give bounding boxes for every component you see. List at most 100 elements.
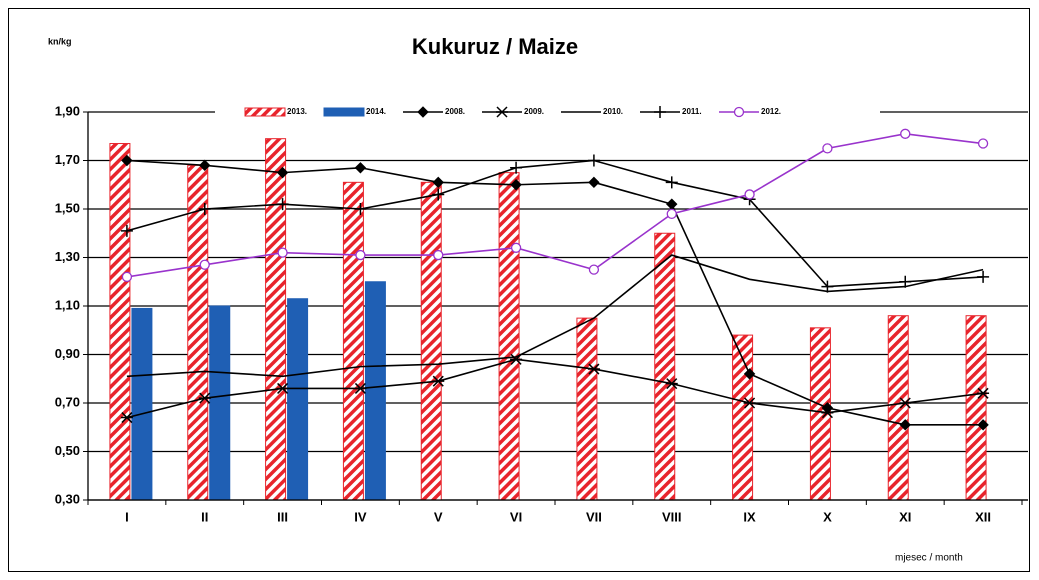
marker: [510, 242, 522, 253]
y-tick-label: 0,70: [55, 394, 80, 409]
marker-shape: [432, 188, 445, 201]
marker-shape: [199, 159, 211, 172]
marker: [120, 412, 133, 424]
marker-shape: [121, 271, 133, 283]
marker-shape: [821, 407, 834, 419]
marker-shape: [588, 176, 600, 189]
y-axis-label: kn/kg: [48, 36, 72, 46]
legend-label: 2008.: [445, 107, 465, 116]
y-tick-label: 1,30: [55, 249, 80, 264]
marker: [733, 106, 745, 118]
marker-shape: [354, 162, 367, 174]
marker-shape: [587, 154, 600, 167]
bar: [187, 164, 209, 501]
marker-shape: [120, 224, 133, 237]
line: [126, 254, 984, 378]
marker-shape: [433, 249, 444, 261]
y-tick-label: 1,10: [55, 297, 80, 312]
marker-shape: [198, 203, 211, 215]
bar: [809, 327, 831, 501]
marker-shape: [277, 247, 288, 258]
marker-shape: [496, 106, 508, 118]
marker-shape: [510, 242, 522, 253]
legend-label: 2010.: [603, 107, 623, 116]
marker: [121, 154, 133, 167]
bar: [287, 298, 309, 501]
marker-shape: [743, 397, 756, 409]
marker: [354, 203, 367, 215]
legend-box: [215, 104, 880, 120]
marker: [666, 208, 677, 220]
x-tick-label: I: [125, 509, 129, 524]
marker-shape: [354, 382, 367, 394]
y-tick-label: 0,50: [55, 443, 80, 458]
marker-shape: [276, 198, 289, 211]
marker: [821, 280, 834, 293]
x-tick-label: VIII: [662, 509, 682, 524]
marker: [417, 106, 429, 118]
marker: [977, 387, 990, 399]
marker: [433, 249, 444, 261]
marker-shape: [588, 264, 600, 275]
bar: [342, 181, 364, 501]
marker-shape: [665, 176, 678, 189]
marker-shape: [510, 161, 523, 174]
marker-shape: [120, 412, 133, 424]
bar: [654, 232, 676, 501]
y-tick-label: 0,30: [55, 491, 80, 506]
marker-shape: [199, 259, 210, 270]
x-tick-label: III: [277, 509, 288, 524]
marker-shape: [355, 249, 366, 261]
marker: [665, 176, 678, 189]
marker-shape: [977, 270, 990, 283]
marker: [587, 363, 600, 375]
bar: [576, 317, 598, 501]
bar: [131, 307, 153, 501]
line: [126, 358, 984, 419]
marker: [899, 397, 912, 409]
marker: [355, 249, 366, 261]
marker-shape: [900, 128, 911, 139]
line: [126, 159, 984, 288]
x-tick-label: IX: [743, 509, 756, 524]
marker-shape: [977, 419, 989, 431]
legend-label: 2013.: [287, 107, 307, 116]
x-axis-label: mjesec / month: [895, 553, 963, 564]
marker-shape: [417, 106, 429, 118]
marker: [276, 166, 289, 179]
marker: [121, 271, 133, 283]
marker-shape: [743, 368, 756, 380]
bar: [887, 315, 909, 501]
y-tick-label: 1,70: [55, 152, 80, 167]
marker: [432, 188, 445, 201]
legend-label: 2012.: [761, 107, 781, 116]
marker: [977, 138, 989, 149]
marker-shape: [432, 375, 445, 387]
marker: [588, 264, 600, 275]
marker: [510, 161, 523, 174]
line: [126, 133, 984, 278]
marker: [977, 270, 990, 283]
bar: [498, 172, 520, 501]
marker: [821, 407, 834, 419]
x-tick-label: V: [434, 509, 443, 524]
legend-swatch: [323, 107, 365, 117]
marker: [977, 419, 989, 431]
legend-swatch: [244, 107, 286, 117]
x-tick-label: II: [201, 509, 208, 524]
x-tick-label: XI: [899, 509, 911, 524]
marker: [899, 419, 911, 431]
x-tick-label: X: [823, 509, 832, 524]
marker-shape: [666, 208, 677, 220]
marker: [900, 128, 911, 139]
marker: [587, 154, 600, 167]
y-tick-label: 1,90: [55, 103, 80, 118]
marker-shape: [822, 143, 833, 154]
marker-shape: [432, 176, 444, 189]
bar: [420, 181, 442, 501]
marker-shape: [899, 419, 911, 431]
bar: [209, 305, 231, 501]
legend-label: 2011.: [682, 107, 702, 116]
marker-shape: [899, 275, 912, 288]
